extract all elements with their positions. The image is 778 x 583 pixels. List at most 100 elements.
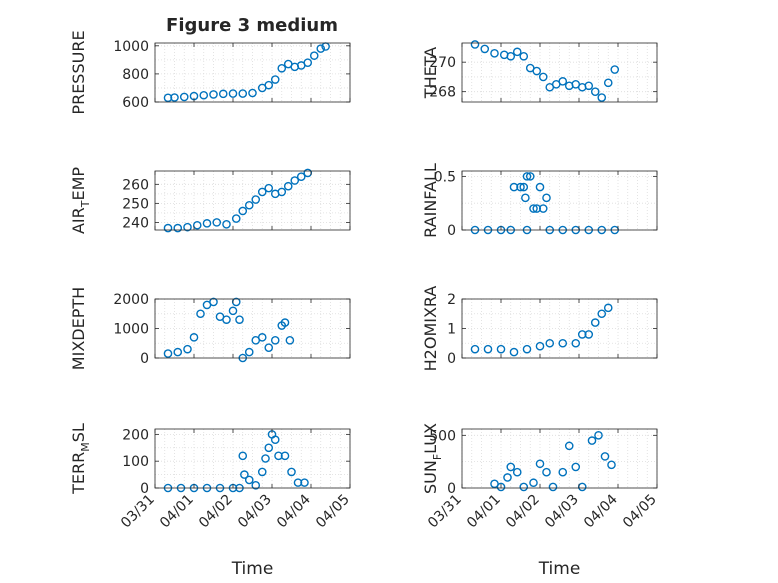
y-tick-label: 0 — [140, 351, 149, 367]
data-point — [264, 80, 274, 90]
data-point — [597, 93, 607, 102]
y-axis-label: MIXDEPTH — [69, 287, 88, 370]
subplot-3: 240 250 260 AIRTEMP — [69, 167, 351, 234]
data-point — [571, 462, 581, 472]
data-point — [283, 181, 293, 191]
y-tick-label: 2000 — [113, 292, 149, 308]
y-tick-label: 500 — [429, 428, 456, 444]
axes-box — [154, 170, 351, 231]
data-point — [163, 223, 173, 233]
y-tick-label: 1000 — [113, 39, 149, 55]
data-point — [231, 214, 241, 223]
data-point — [490, 49, 499, 58]
data-point — [244, 475, 254, 485]
subplot-7: 0 100 200 TERRMSL 03/31 04/01 04/02 04/03 04/04 0… — [69, 423, 353, 579]
data-point — [192, 220, 202, 230]
data-point — [535, 182, 545, 192]
data-point — [285, 335, 295, 345]
data-point — [270, 435, 280, 445]
data-point — [590, 87, 600, 96]
data-point — [293, 478, 303, 487]
x-axis-label: Time — [538, 559, 581, 579]
axes-box — [461, 42, 658, 103]
data-point — [212, 218, 222, 227]
x-tick-label: 04/03 — [542, 492, 582, 532]
data-point — [248, 88, 257, 98]
data-point — [244, 347, 254, 357]
data-point — [222, 219, 231, 229]
y-axis-label: RAINFALL — [421, 163, 440, 238]
axes-box — [461, 170, 658, 231]
data-point — [584, 330, 594, 339]
data-point — [264, 443, 274, 453]
data-point — [238, 451, 248, 461]
axes-box — [461, 428, 658, 489]
data-point — [183, 222, 192, 232]
data-point — [519, 182, 529, 192]
data-point — [512, 47, 522, 57]
data-point — [480, 44, 490, 54]
subplot-1: 600 800 1000 PRESSURE — [69, 30, 351, 115]
data-point — [202, 219, 212, 228]
y-tick-label: 270 — [429, 55, 456, 71]
data-point — [189, 333, 199, 342]
data-point — [610, 65, 620, 74]
data-point — [532, 204, 542, 213]
data-point — [280, 318, 290, 327]
data-point — [290, 176, 300, 185]
data-point — [496, 344, 506, 354]
y-tick-label: 1 — [447, 322, 456, 338]
x-tick-label: 03/31 — [118, 492, 158, 532]
data-point — [170, 93, 179, 102]
data-point — [218, 89, 228, 99]
data-point — [244, 200, 254, 210]
data-point — [594, 431, 603, 440]
data-point — [519, 51, 529, 61]
data-point — [277, 187, 287, 197]
y-axis-label: TERRMSL — [69, 423, 92, 495]
y-tick-label: 2 — [447, 292, 456, 308]
data-point — [199, 90, 209, 100]
data-point — [577, 330, 587, 339]
x-tick-label: 04/01 — [464, 492, 504, 532]
data-point — [512, 467, 522, 477]
data-point — [597, 309, 607, 319]
y-tick-label: 268 — [429, 85, 456, 101]
data-point — [238, 206, 248, 216]
data-point — [516, 182, 525, 192]
x-tick-label: 04/01 — [157, 492, 197, 532]
data-point — [277, 63, 287, 73]
data-point — [309, 51, 319, 60]
data-point — [222, 315, 231, 324]
y-tick-label: 0 — [447, 481, 456, 497]
data-point — [183, 344, 192, 354]
data-point — [529, 478, 538, 488]
y-tick-label: 0 — [447, 351, 456, 367]
data-point — [163, 349, 173, 358]
data-point — [300, 478, 309, 487]
data-point — [257, 187, 267, 197]
data-point — [264, 183, 274, 193]
data-point — [270, 75, 280, 84]
x-tick-label: 03/31 — [425, 492, 465, 532]
data-point — [529, 204, 538, 213]
y-tick-label: 600 — [122, 95, 149, 111]
data-point — [296, 172, 306, 182]
x-tick-label: 04/05 — [620, 492, 660, 532]
data-point — [538, 204, 548, 213]
data-point — [532, 66, 542, 76]
y-tick-label: 0 — [447, 223, 456, 239]
data-point — [257, 333, 267, 342]
y-axis-label: AIRTEMP — [69, 167, 92, 234]
data-point — [228, 306, 238, 316]
data-point — [228, 89, 238, 98]
data-point — [470, 344, 480, 354]
data-point — [173, 347, 183, 357]
data-point — [287, 467, 296, 477]
data-point — [251, 481, 261, 490]
data-point — [519, 482, 529, 492]
data-point — [196, 309, 205, 319]
